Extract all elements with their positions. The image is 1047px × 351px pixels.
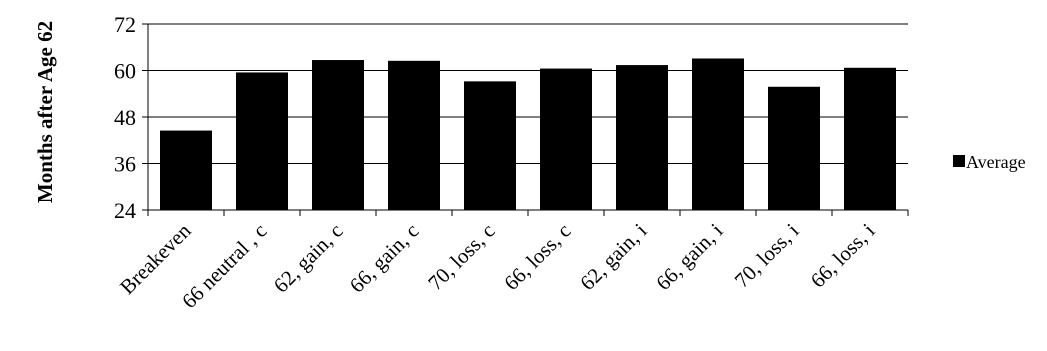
y-tick-label: 36 (114, 152, 136, 177)
legend-label: Average (966, 152, 1026, 172)
legend-swatch (953, 155, 965, 167)
y-tick-label: 24 (114, 198, 136, 223)
bar (388, 60, 440, 210)
y-tick-label: 60 (114, 59, 136, 84)
x-tick-label: Breakeven (115, 218, 196, 299)
y-ticks: 24 36 48 60 72 (114, 12, 148, 223)
x-tick-label: 66, gain, c (345, 219, 424, 298)
bar (312, 60, 364, 210)
x-tick-label: 70, loss, c (423, 219, 499, 295)
x-tick-label: 66, gain, i (651, 218, 727, 294)
x-tick-label: 62, gain, c (269, 219, 348, 298)
bar (768, 86, 820, 210)
x-tick-label: 66, loss, i (806, 218, 880, 292)
y-tick-label: 72 (114, 12, 136, 37)
y-axis-label: Months after Age 62 (33, 21, 57, 203)
bar (160, 130, 212, 210)
x-tick-label: 66, loss, c (499, 219, 575, 295)
legend: Average (953, 152, 1026, 172)
x-tick-label: 62, gain, i (575, 218, 651, 294)
bar (464, 81, 516, 210)
bar (616, 65, 668, 210)
bar (540, 68, 592, 210)
x-tick-label: 70, loss, i (730, 218, 804, 292)
bars (160, 58, 896, 210)
y-tick-label: 48 (114, 105, 136, 130)
bar (844, 67, 896, 210)
bar (692, 58, 744, 210)
bar (236, 72, 288, 210)
